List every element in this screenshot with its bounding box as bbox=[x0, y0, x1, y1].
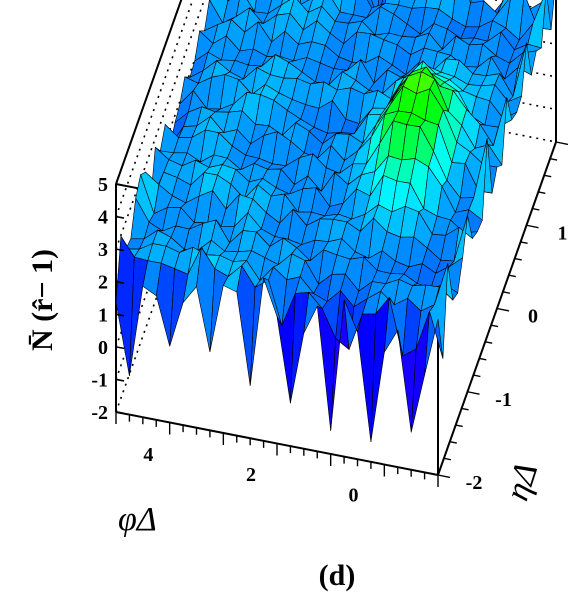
y-tick-mark bbox=[479, 357, 487, 361]
y-tick-mark bbox=[502, 291, 511, 294]
z-tick-label: -1 bbox=[91, 369, 108, 391]
y-tick-mark bbox=[455, 424, 463, 428]
y-tick-label: -1 bbox=[495, 389, 512, 411]
y-tick-mark bbox=[520, 241, 528, 244]
x-axis-ticks: 4 2 0 bbox=[115, 412, 439, 506]
y-tick-label: -2 bbox=[466, 472, 483, 494]
y-axis-ticks: 210-1-2 bbox=[437, 141, 569, 494]
z-tick-label: 1 bbox=[98, 304, 108, 326]
y-tick-mark bbox=[549, 157, 558, 161]
y-tick-mark bbox=[496, 307, 510, 312]
y-tick-mark bbox=[449, 441, 457, 444]
x-tick-label: 2 bbox=[246, 464, 256, 486]
z-tick-mark bbox=[115, 313, 125, 317]
z-tick-label: 4 bbox=[98, 207, 108, 229]
z-tick-label: 5 bbox=[98, 174, 108, 196]
x-tick-label: 4 bbox=[143, 444, 153, 466]
y-tick-mark bbox=[514, 257, 522, 261]
z-tick-mark bbox=[115, 183, 125, 187]
grid-line bbox=[491, 0, 557, 13]
y-tick-label: 1 bbox=[558, 222, 568, 244]
surface-cell bbox=[424, 311, 444, 376]
y-tick-mark bbox=[473, 374, 481, 378]
z-tick-label: 2 bbox=[98, 272, 108, 294]
x-axis-title: φΔ bbox=[118, 501, 157, 538]
z-tick-label: 0 bbox=[98, 337, 108, 359]
y-tick-mark bbox=[532, 207, 540, 211]
grid-line bbox=[115, 0, 194, 217]
surface-cell bbox=[227, 0, 230, 3]
y-tick-mark bbox=[443, 457, 452, 461]
grid-line bbox=[115, 0, 183, 185]
z-tick-mark bbox=[115, 280, 125, 285]
y-tick-mark bbox=[544, 174, 552, 178]
z-tick-mark bbox=[115, 346, 125, 350]
y-tick-mark bbox=[467, 391, 480, 395]
z-axis-ticks: 5 4 3 2 1 0 -1 -2 bbox=[91, 174, 125, 424]
y-tick-mark bbox=[526, 224, 539, 229]
y-axis-title: ηΔ bbox=[499, 459, 546, 505]
z-tick-mark bbox=[115, 378, 125, 382]
panel-label: (d) bbox=[319, 559, 356, 592]
y-tick-mark bbox=[538, 191, 546, 195]
z-tick-mark bbox=[115, 411, 125, 415]
z-tick-label: -2 bbox=[91, 402, 108, 424]
y-tick-label: 0 bbox=[528, 306, 538, 328]
z-tick-label: 3 bbox=[98, 239, 108, 261]
y-tick-mark bbox=[555, 141, 569, 146]
y-tick-mark bbox=[437, 474, 451, 479]
z-axis-title: N̄ (r̂− 1) bbox=[26, 249, 59, 351]
z-tick-mark bbox=[115, 248, 125, 252]
y-tick-mark bbox=[508, 274, 516, 278]
z-tick-mark bbox=[115, 215, 125, 219]
surface-mesh bbox=[115, 0, 555, 443]
y-tick-mark bbox=[490, 324, 499, 328]
x-tick-label: 0 bbox=[349, 484, 359, 506]
y-tick-mark bbox=[461, 407, 469, 411]
y-tick-mark bbox=[485, 341, 493, 344]
grid-line bbox=[115, 0, 206, 250]
